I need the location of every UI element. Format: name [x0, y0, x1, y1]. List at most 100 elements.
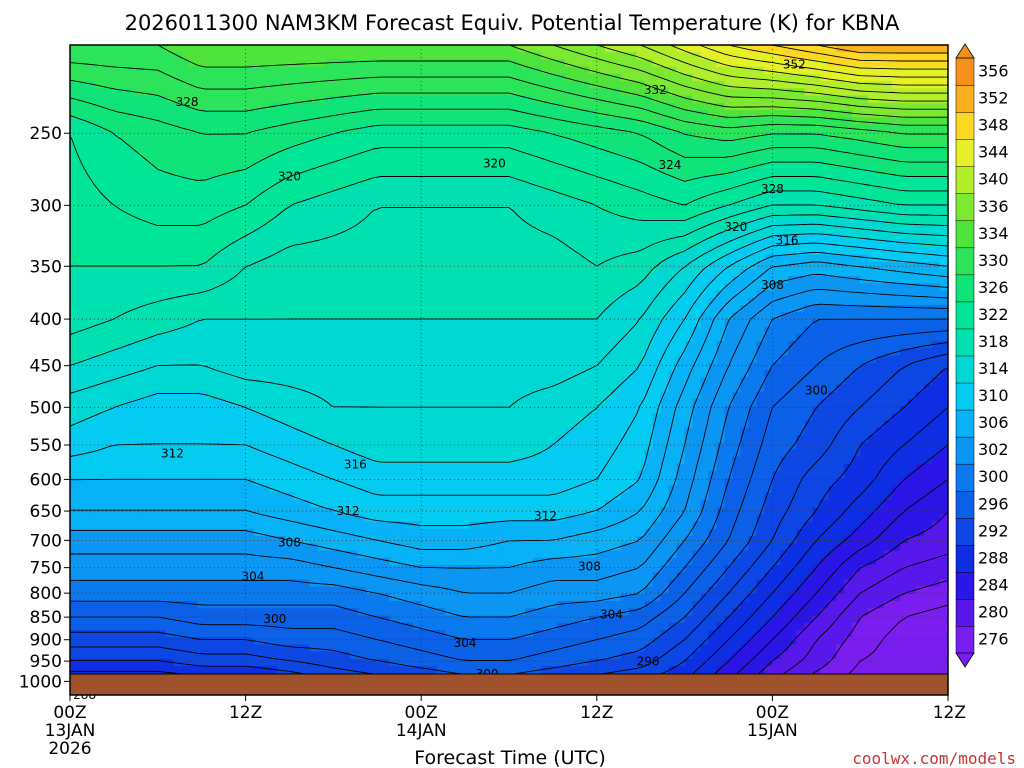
field-cell — [724, 182, 734, 191]
field-cell — [580, 81, 590, 89]
field-cell — [788, 73, 797, 82]
field-cell — [421, 102, 430, 111]
field-cell — [564, 167, 574, 176]
field-cell — [301, 312, 311, 321]
field-cell — [684, 196, 694, 205]
field-cell — [524, 102, 534, 111]
field-cell — [876, 211, 885, 219]
field-cell — [349, 175, 358, 183]
field-cell — [820, 110, 829, 118]
field-cell — [381, 355, 390, 364]
field-cell — [604, 196, 614, 205]
field-cell — [141, 211, 151, 219]
field-cell — [117, 95, 127, 104]
field-cell — [405, 175, 414, 183]
field-cell — [421, 146, 430, 154]
field-cell — [636, 59, 646, 68]
field-cell — [628, 124, 638, 133]
field-cell — [804, 110, 813, 118]
field-cell — [157, 319, 167, 328]
field-cell — [125, 138, 135, 147]
field-cell — [357, 203, 366, 212]
field-cell — [413, 124, 422, 133]
field-cell — [812, 355, 821, 364]
field-cell — [748, 319, 758, 328]
field-cell — [237, 160, 247, 169]
field-cell — [269, 196, 279, 205]
field-cell — [924, 305, 933, 313]
field-cell — [261, 196, 271, 205]
field-cell — [317, 52, 327, 61]
field-cell — [197, 348, 207, 357]
field-cell — [237, 211, 247, 219]
field-cell — [397, 240, 406, 248]
field-cell — [772, 146, 781, 154]
field-cell — [269, 117, 279, 126]
field-cell — [772, 66, 781, 75]
field-cell — [756, 254, 766, 263]
field-cell — [477, 88, 486, 97]
field-cell — [788, 124, 797, 133]
field-cell — [748, 59, 758, 68]
field-cell — [477, 225, 486, 234]
field-cell — [469, 326, 478, 335]
field-cell — [237, 131, 247, 140]
field-cell — [293, 348, 303, 357]
field-cell — [852, 73, 861, 82]
field-cell — [485, 254, 494, 263]
field-cell — [572, 290, 582, 299]
field-cell — [572, 333, 582, 342]
field-cell — [317, 189, 327, 198]
field-cell — [477, 268, 486, 277]
field-cell — [349, 45, 358, 53]
field-cell — [532, 290, 542, 299]
field-cell — [604, 175, 614, 183]
field-cell — [493, 73, 502, 82]
field-cell — [509, 196, 518, 205]
field-cell — [365, 276, 374, 284]
field-cell — [788, 138, 797, 147]
field-cell — [716, 305, 726, 313]
field-cell — [596, 153, 606, 162]
field-cell — [860, 319, 869, 328]
field-cell — [173, 225, 183, 234]
field-cell — [309, 73, 319, 82]
field-cell — [556, 341, 566, 349]
field-cell — [205, 131, 215, 140]
field-cell — [285, 348, 295, 357]
field-cell — [493, 268, 502, 277]
field-cell — [189, 203, 199, 212]
field-cell — [516, 131, 526, 140]
field-cell — [325, 290, 334, 299]
field-cell — [285, 131, 295, 140]
field-cell — [836, 160, 845, 169]
field-cell — [277, 211, 287, 219]
field-cell — [852, 81, 861, 89]
field-cell — [453, 333, 462, 342]
field-cell — [237, 247, 247, 256]
field-cell — [684, 59, 694, 68]
field-cell — [700, 138, 710, 147]
field-cell — [780, 160, 789, 169]
field-cell — [165, 348, 175, 357]
field-cell — [572, 232, 582, 241]
field-cell — [812, 319, 821, 328]
field-cells — [70, 45, 948, 695]
field-cell — [493, 167, 502, 176]
field-cell — [333, 370, 342, 378]
field-cell — [596, 240, 606, 248]
field-cell — [277, 290, 287, 299]
field-cell — [285, 66, 295, 75]
field-cell — [165, 355, 175, 364]
field-cell — [349, 348, 358, 357]
field-cell — [892, 355, 901, 364]
field-cell — [461, 326, 470, 335]
field-cell — [884, 341, 893, 349]
field-cell — [157, 276, 167, 284]
field-cell — [868, 297, 877, 306]
field-cell — [652, 232, 662, 241]
field-cell — [413, 146, 422, 154]
field-cell — [628, 232, 638, 241]
field-cell — [692, 45, 702, 53]
field-cell — [812, 283, 821, 292]
